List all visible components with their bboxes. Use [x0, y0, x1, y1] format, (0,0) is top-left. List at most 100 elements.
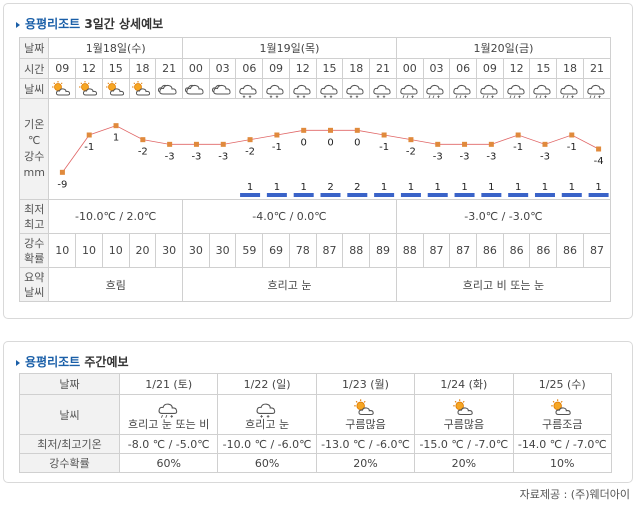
time-cell: 03: [422, 58, 451, 79]
data-source-credit: 자료제공 : (주)웨더아이: [519, 488, 630, 501]
precip-bar: [267, 193, 288, 197]
temperature-point: [167, 141, 173, 147]
rain-snow-icon: [560, 84, 578, 98]
precip-prob-cell: 59: [235, 233, 264, 268]
weekly-date: 1/25 (수): [512, 373, 612, 395]
cloudy-icon: [158, 84, 177, 94]
precip-prob-cell: 86: [556, 233, 584, 268]
precip-prob-cell: 30: [182, 233, 210, 268]
temperature-point: [60, 169, 66, 175]
precip-label: 1: [542, 182, 548, 193]
precip-label: 1: [596, 182, 602, 193]
time-cell: 09: [48, 58, 77, 79]
precip-prob-cell: 88: [395, 233, 424, 268]
temperature-point: [462, 141, 468, 147]
weekly-forecast-table: 날짜 1/21 (토) 1/22 (일) 1/23 (월) 1/24 (화) 1/25 …: [19, 373, 612, 473]
label-prob1: 강수: [24, 236, 45, 250]
weather-icon-cell: [235, 78, 264, 99]
weather-icon-cell: [75, 78, 103, 99]
row-label-temp-precip: 기온 ℃ 강수 mm: [18, 98, 50, 200]
weather-icon-cell: [128, 78, 157, 99]
weekly-weather-desc: 구름많음: [443, 417, 485, 431]
label-summary2: 날씨: [24, 285, 45, 299]
partly-cloudy-sun-icon: [105, 80, 124, 95]
weekly-minmax-temp: -14.0 ℃ / -7.0℃: [512, 434, 612, 454]
precip-label: 1: [569, 182, 575, 193]
weather-icon-cell: [288, 78, 317, 99]
precip-bar: [294, 193, 315, 197]
weekly-label-weather: 날씨: [19, 394, 120, 435]
precip-bar: [428, 193, 449, 197]
weather-icon-cell: [582, 78, 612, 99]
precip-bar: [347, 193, 368, 197]
temperature-point: [382, 132, 388, 138]
weekly-weather-cell: 구름조금: [512, 394, 612, 435]
label-temp: 기온: [24, 118, 45, 131]
weekly-forecast-subtitle: 주간예보: [84, 355, 129, 369]
temperature-point: [489, 141, 495, 147]
rain-snow-icon: [426, 84, 445, 98]
weekly-forecast-place: 용평리조트: [25, 355, 81, 369]
temperature-label: -3: [540, 151, 550, 162]
row-label-weather: 날씨: [18, 78, 50, 99]
short-forecast-subtitle: 3일간 상세예보: [84, 17, 164, 31]
temperature-label: -3: [487, 151, 497, 162]
weather-icon-cell: [529, 78, 558, 99]
temperature-label: -1: [85, 142, 95, 153]
temperature-precip-chart: -9 -1 1 -2 -3 -3 -3 -2 1 -1 1 0 1 0 2 0 2 -1 1 -2 1 -3 1 -3 1 -3 1…: [58, 123, 610, 197]
temperature-label: -2: [246, 147, 256, 158]
snow-icon: [256, 403, 276, 418]
weekly-date: 1/21 (토): [118, 373, 219, 395]
weather-icon-cell: [342, 78, 371, 99]
precip-label: 1: [489, 182, 495, 193]
weekly-weather-desc: 흐리고 눈: [245, 417, 290, 431]
temperature-label: -3: [219, 151, 229, 162]
precip-label: 1: [408, 182, 414, 193]
summary-weather: 흐리고 비 또는 눈: [395, 267, 612, 302]
precip-prob-cell: 20: [128, 233, 157, 268]
weekly-label-date: 날짜: [19, 373, 120, 395]
weekly-weather-cell: 흐리고 눈 또는 비: [118, 394, 219, 435]
precip-bar: [401, 193, 422, 197]
time-cell: 15: [315, 58, 344, 79]
weather-icon-cell: [182, 78, 210, 99]
precip-prob-cell: 10: [101, 233, 130, 268]
temperature-label: -1: [514, 142, 524, 153]
minmax-temp: -4.0℃ / 0.0℃: [182, 199, 397, 234]
temperature-point: [87, 132, 93, 138]
temperature-point: [274, 132, 280, 138]
time-cell: 00: [395, 58, 424, 79]
weekly-weather-desc: 흐리고 눈 또는 비: [128, 417, 210, 431]
short-forecast-table: 날짜 1월18일(수) 1월19일(목) 1월20일(금) 시간 09 12 15 1…: [18, 37, 612, 302]
precip-prob-cell: 69: [262, 233, 290, 268]
time-cell: 12: [75, 58, 103, 79]
short-forecast-title: 용평리조트 3일간 상세예보: [16, 15, 163, 32]
time-cell: 09: [476, 58, 504, 79]
precip-label: 2: [328, 182, 334, 193]
time-cell: 18: [556, 58, 584, 79]
weekly-forecast-title: 용평리조트 주간예보: [16, 353, 129, 370]
rain-snow-icon: [480, 84, 498, 98]
precip-bar: [481, 193, 502, 197]
weather-icon-cell: [395, 78, 424, 99]
precip-label: 1: [462, 182, 468, 193]
temperature-label: -3: [165, 151, 175, 162]
label-temp-unit: ℃: [28, 134, 41, 147]
weather-icon-cell: [502, 78, 531, 99]
rain-snow-icon: [400, 84, 418, 98]
precip-prob-cell: 86: [476, 233, 504, 268]
weather-icon-cell: [48, 78, 77, 99]
cloudy-icon: [184, 84, 204, 94]
precip-prob-cell: 87: [422, 233, 451, 268]
precip-label: 1: [301, 182, 307, 193]
time-cell: 12: [502, 58, 531, 79]
time-cell: 06: [235, 58, 264, 79]
time-cell: 15: [529, 58, 558, 79]
snow-icon: [346, 84, 364, 98]
time-cell: 03: [208, 58, 237, 79]
short-forecast-place: 용평리조트: [25, 17, 81, 31]
weekly-weather-cell: 흐리고 눈: [217, 394, 317, 435]
label-min: 최저: [24, 202, 45, 216]
weather-icon-cell: [449, 78, 478, 99]
precip-prob-cell: 30: [208, 233, 237, 268]
